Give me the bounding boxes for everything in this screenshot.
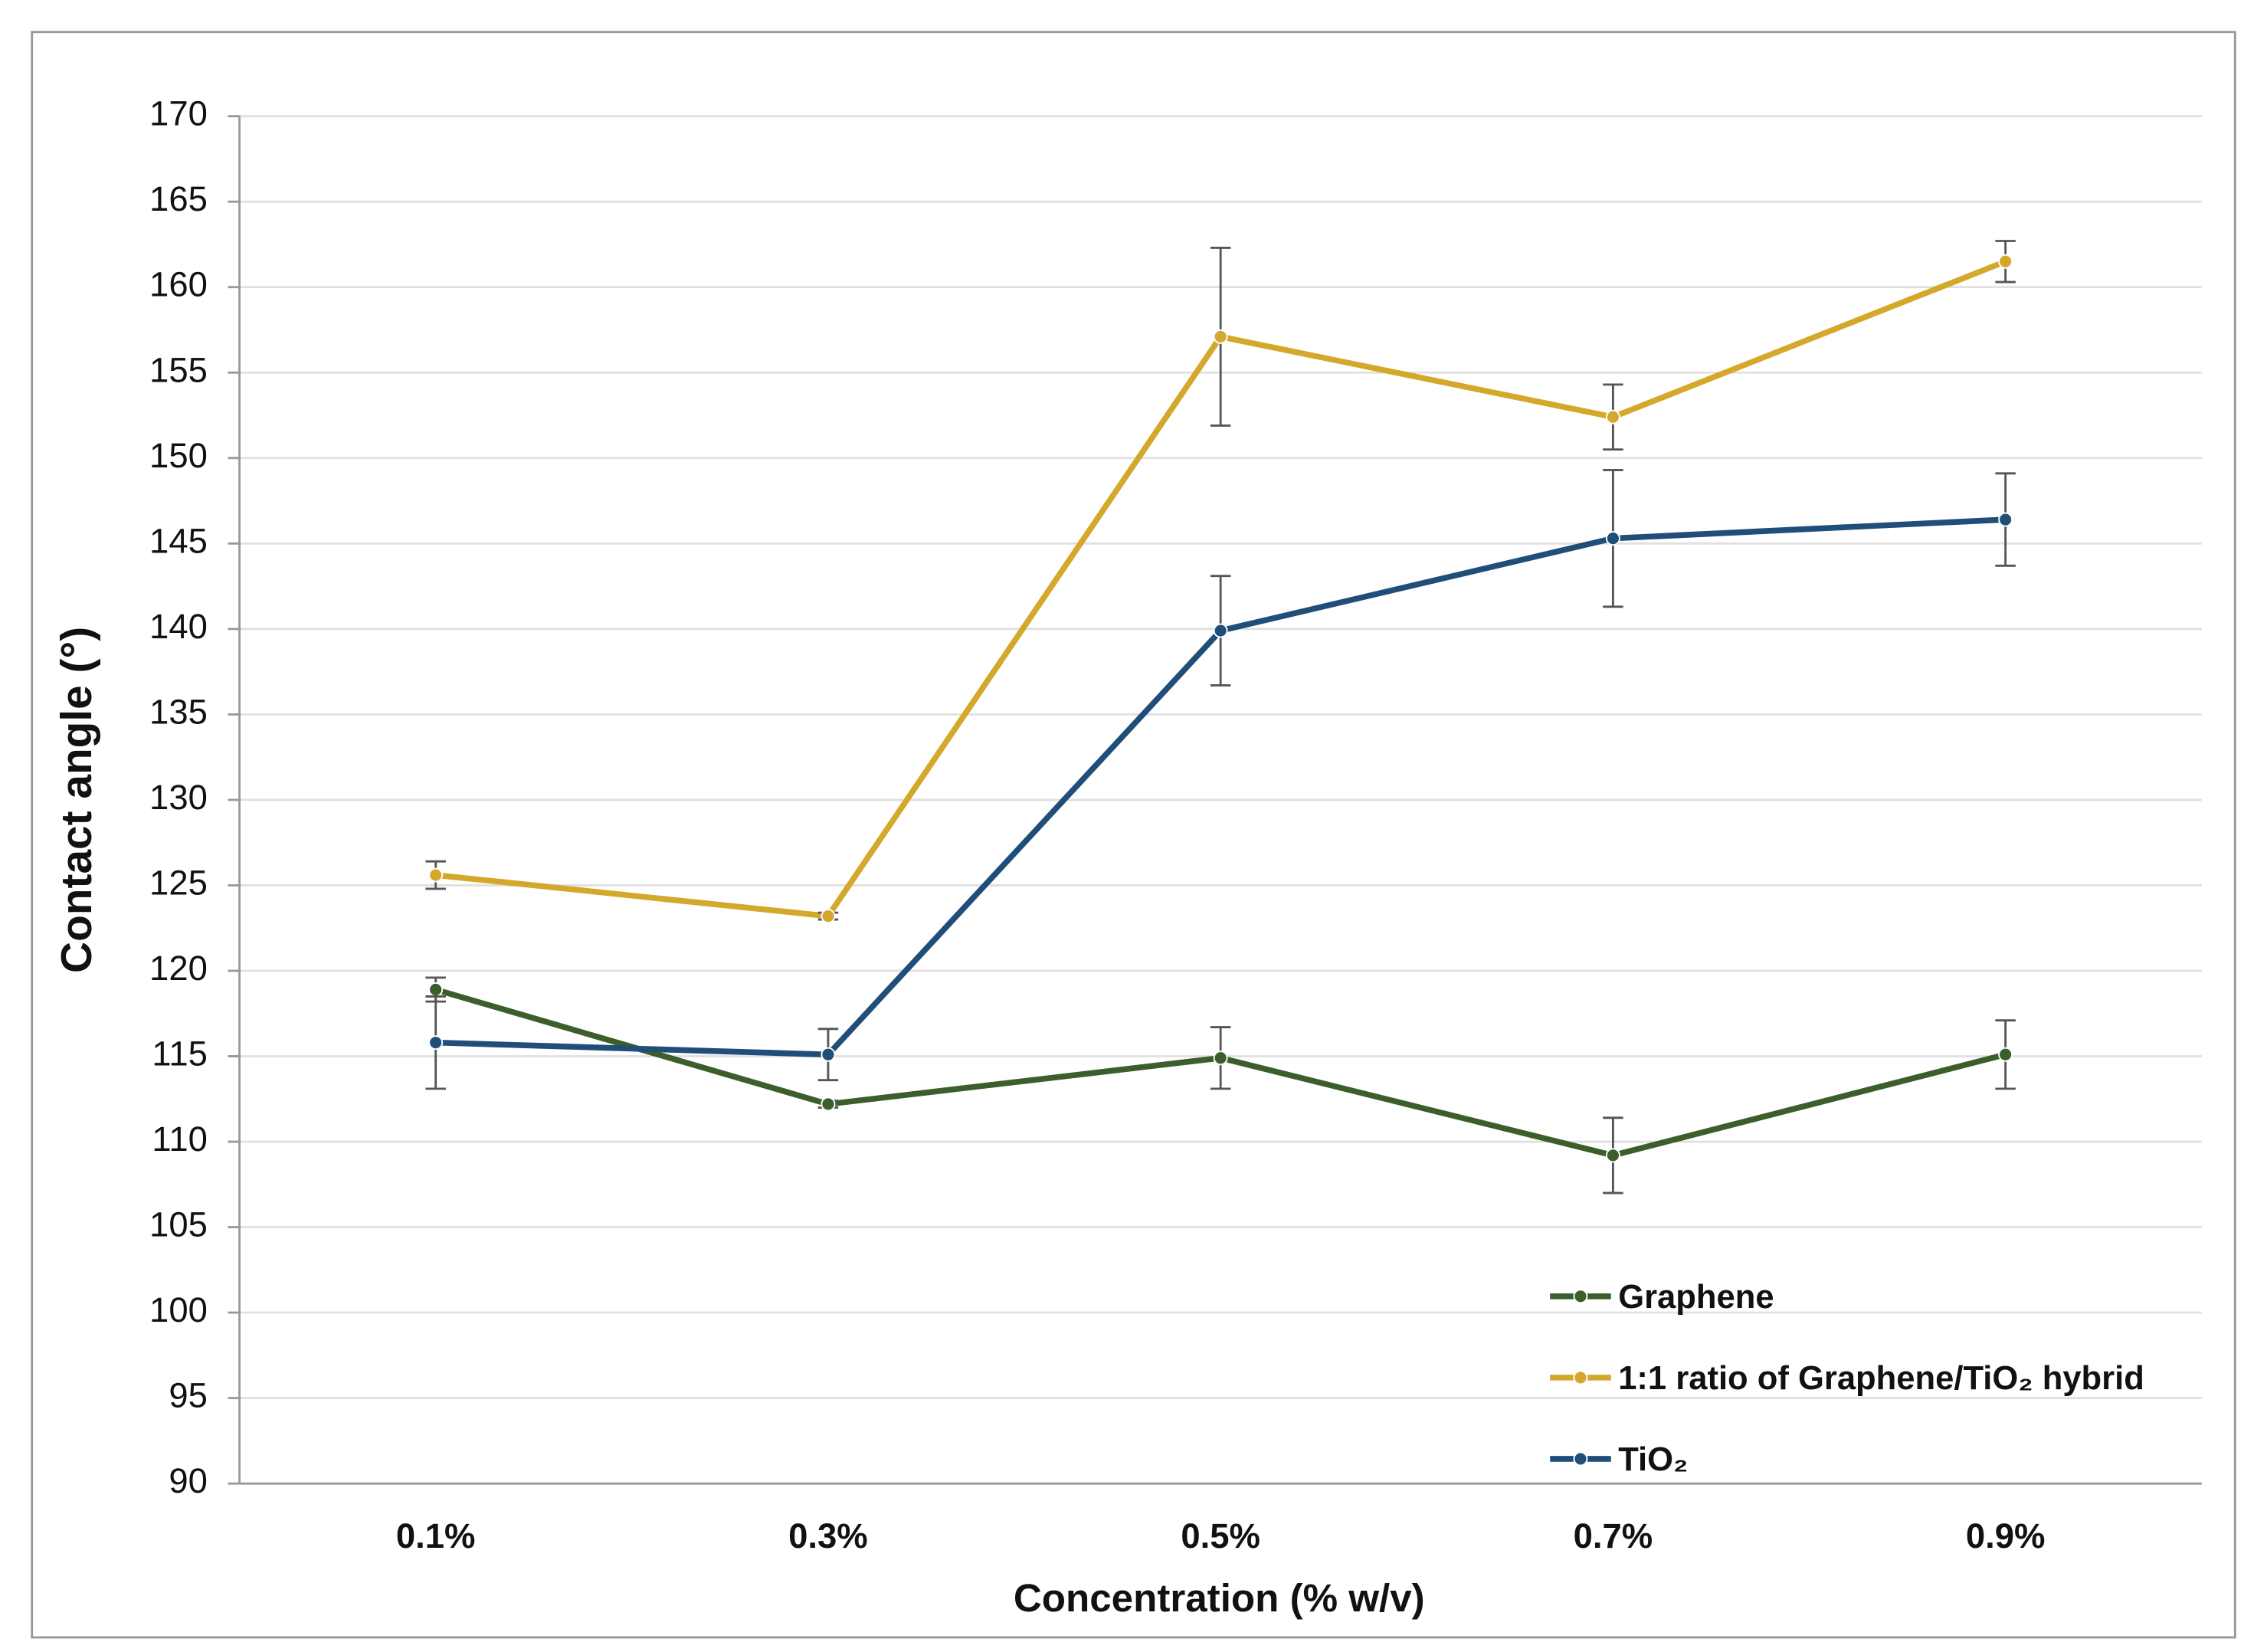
marker (1998, 512, 2013, 527)
marker (1605, 409, 1620, 424)
y-tick-label: 155 (149, 350, 208, 389)
chart-frame (31, 31, 2236, 1639)
marker (1213, 1051, 1228, 1066)
y-tick-label: 95 (169, 1376, 208, 1415)
y-tick-label: 125 (149, 863, 208, 902)
y-tick-label: 100 (149, 1290, 208, 1329)
x-axis-title: Concentration (% w/v) (1014, 1576, 1425, 1620)
y-tick-label: 130 (149, 778, 208, 817)
y-tick-label: 165 (149, 179, 208, 218)
x-tick-label: 0.3% (788, 1516, 868, 1555)
x-tick-label: 0.1% (396, 1516, 476, 1555)
marker (428, 982, 444, 997)
y-tick-label: 145 (149, 521, 208, 560)
marker (1213, 623, 1228, 638)
legend-label: 1:1 ratio of Graphene/TiO₂ hybrid (1618, 1360, 2144, 1397)
marker (1998, 1047, 2013, 1062)
marker (821, 909, 836, 924)
x-tick-label: 0.5% (1181, 1516, 1260, 1555)
y-tick-label: 110 (152, 1119, 207, 1159)
y-tick-label: 135 (149, 692, 208, 731)
legend-marker (1573, 1370, 1588, 1385)
marker (1605, 1148, 1620, 1163)
y-tick-label: 115 (152, 1034, 207, 1073)
legend-label: TiO₂ (1618, 1441, 1688, 1478)
marker (428, 867, 444, 883)
marker (428, 1035, 444, 1051)
y-tick-label: 120 (149, 949, 208, 988)
y-tick-label: 105 (149, 1205, 208, 1244)
y-tick-label: 140 (149, 607, 208, 646)
legend-marker (1573, 1289, 1588, 1304)
x-tick-label: 0.7% (1574, 1516, 1653, 1555)
x-tick-label: 0.9% (1966, 1516, 2046, 1555)
legend-label: Graphene (1618, 1279, 1774, 1316)
y-tick-label: 150 (149, 436, 208, 475)
y-tick-label: 170 (149, 94, 208, 133)
y-tick-label: 90 (169, 1461, 208, 1500)
marker (821, 1096, 836, 1112)
marker (821, 1047, 836, 1062)
marker (1605, 531, 1620, 546)
legend-marker (1573, 1451, 1588, 1467)
y-tick-label: 160 (149, 265, 208, 304)
marker (1998, 254, 2013, 269)
y-axis-title: Contact angle (°) (53, 627, 101, 973)
marker (1213, 329, 1228, 344)
